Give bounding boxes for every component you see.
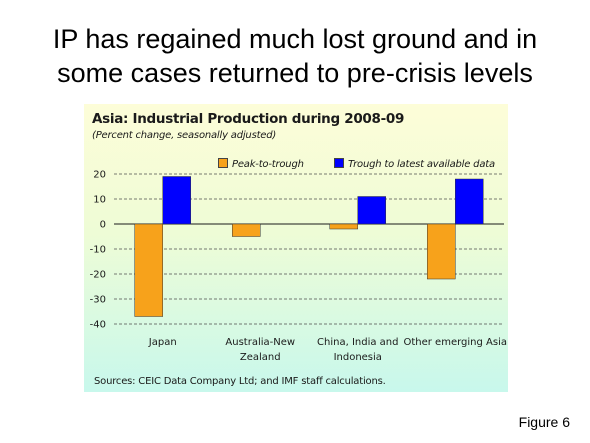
chart-plot: 20 10 0 -10 -20 -30 -40 Japan Australia-New Zeala… (90, 170, 507, 364)
legend-swatch-peak-to-trough (218, 158, 228, 168)
category-label: Japan (148, 337, 177, 348)
y-tick-label: 0 (100, 220, 106, 231)
category-label: Other emerging Asia (403, 337, 507, 348)
slide-title-line-2: some cases returned to pre-crisis levels (57, 58, 533, 88)
legend-swatch-trough-to-latest (334, 158, 344, 168)
y-tick-label: 20 (93, 170, 106, 181)
y-tick-label: -30 (90, 295, 106, 306)
legend-label-trough-to-latest: Trough to latest available data (348, 159, 495, 170)
bar-trough-to-latest (455, 178, 484, 225)
bar-trough-to-latest (162, 176, 191, 225)
slide-title: IP has regained much lost ground and in … (0, 22, 590, 90)
chart-source: Sources: CEIC Data Company Ltd; and IMF … (94, 376, 386, 387)
figure-label: Figure 6 (518, 414, 570, 430)
chart-subtitle: (Percent change, seasonally adjusted) (92, 130, 277, 141)
bar-peak-to-trough (134, 223, 163, 317)
y-tick-label: -40 (90, 320, 106, 331)
category-label: Indonesia (334, 352, 382, 363)
bar-peak-to-trough (427, 223, 456, 280)
bar-peak-to-trough (232, 223, 261, 237)
y-tick-label: -10 (90, 245, 106, 256)
category-label: Zealand (240, 352, 281, 363)
chart-title: Asia: Industrial Production during 2008-… (92, 111, 405, 127)
bar-peak-to-trough (329, 223, 358, 230)
legend-label-peak-to-trough: Peak-to-trough (232, 159, 304, 170)
slide-title-line-1: IP has regained much lost ground and in (52, 24, 538, 54)
chart-panel: Asia: Industrial Production during 2008-… (84, 104, 508, 392)
legend-item-peak-to-trough: Peak-to-trough (218, 158, 304, 170)
bar-trough-to-latest (357, 196, 386, 225)
category-label: Australia-New (225, 337, 295, 348)
y-tick-label: 10 (93, 195, 106, 206)
y-tick-label: -20 (90, 270, 106, 281)
category-label: China, India and (317, 337, 398, 348)
legend-item-trough-to-latest: Trough to latest available data (334, 158, 495, 170)
